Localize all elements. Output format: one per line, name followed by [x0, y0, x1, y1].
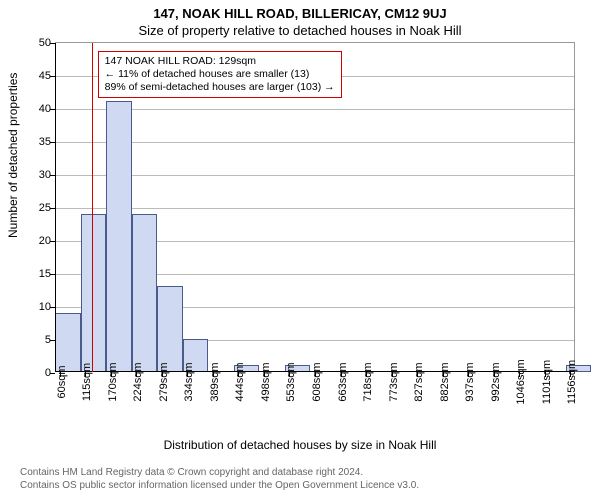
x-axis-label: Distribution of detached houses by size … — [0, 438, 600, 452]
x-tick-label: 663sqm — [337, 362, 349, 401]
footer-line2: Contains OS public sector information li… — [20, 479, 419, 492]
x-tick-label: 279sqm — [158, 362, 170, 401]
histogram-bar — [132, 214, 158, 372]
x-tick-label: 115sqm — [81, 363, 93, 401]
x-tick-label: 773sqm — [388, 362, 400, 401]
chart-container: Number of detached properties 0510152025… — [0, 38, 600, 438]
histogram-bar — [81, 214, 107, 372]
y-tick-label: 50 — [25, 38, 51, 48]
y-tick-label: 45 — [25, 71, 51, 81]
x-tick-label: 827sqm — [413, 362, 425, 401]
y-tick-label: 20 — [25, 236, 51, 246]
x-tick-label: 334sqm — [183, 362, 195, 401]
x-tick-label: 498sqm — [260, 362, 272, 401]
histogram-bar — [106, 101, 132, 372]
x-tick-label: 60sqm — [56, 365, 68, 398]
y-axis-line — [55, 43, 56, 372]
x-tick-label: 444sqm — [234, 362, 246, 401]
x-tick-label: 1156sqm — [566, 360, 578, 404]
x-tick-label: 1046sqm — [515, 359, 527, 404]
x-tick-label: 608sqm — [311, 362, 323, 401]
y-tick-label: 5 — [25, 335, 51, 345]
x-tick-label: 553sqm — [285, 362, 297, 401]
gridline — [55, 208, 574, 209]
x-tick-area: 60sqm115sqm170sqm224sqm279sqm334sqm389sq… — [55, 374, 575, 434]
x-tick-label: 389sqm — [209, 362, 221, 401]
y-tick-label: 35 — [25, 137, 51, 147]
title-primary: 147, NOAK HILL ROAD, BILLERICAY, CM12 9U… — [0, 6, 600, 21]
y-tick-label: 10 — [25, 302, 51, 312]
plot-area: 05101520253035404550 147 NOAK HILL ROAD:… — [55, 42, 575, 372]
x-tick-label: 937sqm — [464, 362, 476, 401]
annotation-line3: 89% of semi-detached houses are larger (… — [105, 81, 335, 94]
gridline — [55, 142, 574, 143]
title-secondary: Size of property relative to detached ho… — [0, 23, 600, 38]
x-tick-label: 992sqm — [490, 362, 502, 401]
x-tick-label: 1101sqm — [541, 360, 553, 404]
y-tick-label: 40 — [25, 104, 51, 114]
footer-attribution: Contains HM Land Registry data © Crown c… — [20, 466, 419, 492]
x-tick-label: 718sqm — [362, 362, 374, 401]
property-marker-line — [92, 43, 93, 372]
histogram-bar — [157, 286, 183, 372]
chart-titles: 147, NOAK HILL ROAD, BILLERICAY, CM12 9U… — [0, 6, 600, 38]
y-axis-label: Number of detached properties — [6, 73, 20, 238]
footer-line1: Contains HM Land Registry data © Crown c… — [20, 466, 419, 479]
y-tick-label: 15 — [25, 269, 51, 279]
annotation-line1: 147 NOAK HILL ROAD: 129sqm — [105, 55, 335, 68]
histogram-bar — [55, 313, 81, 372]
x-tick-label: 224sqm — [132, 362, 144, 401]
gridline — [55, 109, 574, 110]
y-tick-label: 30 — [25, 170, 51, 180]
y-tick-label: 25 — [25, 203, 51, 213]
y-tick-label: 0 — [25, 368, 51, 378]
annotation-box: 147 NOAK HILL ROAD: 129sqm ← 11% of deta… — [98, 51, 342, 98]
x-tick-label: 170sqm — [107, 362, 119, 401]
annotation-line2: ← 11% of detached houses are smaller (13… — [105, 68, 335, 81]
gridline — [55, 175, 574, 176]
x-tick-label: 882sqm — [439, 362, 451, 401]
